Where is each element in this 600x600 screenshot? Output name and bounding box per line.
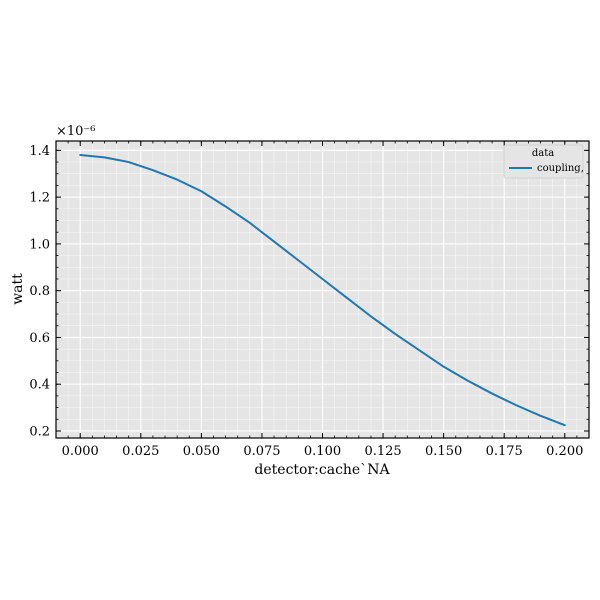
x-tick-label: 0.050 xyxy=(183,444,220,459)
y-tick-label: 0.4 xyxy=(29,378,50,393)
x-tick-label: 0.150 xyxy=(425,444,462,459)
x-tick-label: 0.025 xyxy=(122,444,159,459)
x-tick-label: 0.200 xyxy=(546,444,583,459)
x-axis-label: detector:cache`NA xyxy=(254,462,390,478)
legend: data coupling, xyxy=(503,144,584,179)
series-line-coupling xyxy=(79,154,566,427)
x-tick-label: 0.075 xyxy=(243,444,280,459)
tick-labels-layer: 0.000 0.025 0.050 0.075 0.100 0.125 0.150 0.175… xyxy=(29,144,583,459)
x-tick-label: 0.100 xyxy=(304,444,341,459)
y-tick-label: 1.4 xyxy=(29,144,50,159)
x-tick-label: 0.175 xyxy=(486,444,523,459)
legend-title: data xyxy=(532,148,554,159)
y-tick-label: 0.8 xyxy=(29,284,50,299)
y-multiplier-label: ×10⁻⁶ xyxy=(56,124,96,139)
y-tick-label: 1.0 xyxy=(29,237,50,252)
x-tick-label: 0.000 xyxy=(62,444,99,459)
major-gridlines xyxy=(56,141,589,438)
y-axis-label: watt xyxy=(10,273,26,305)
series-layer xyxy=(79,154,566,427)
y-tick-label: 0.6 xyxy=(29,331,50,346)
legend-box xyxy=(503,144,584,179)
y-tick-label: 0.2 xyxy=(29,424,50,439)
y-tick-label: 1.2 xyxy=(29,191,50,206)
legend-label: coupling, xyxy=(537,163,584,174)
x-tick-label: 0.125 xyxy=(364,444,401,459)
ticks-layer xyxy=(55,141,590,438)
